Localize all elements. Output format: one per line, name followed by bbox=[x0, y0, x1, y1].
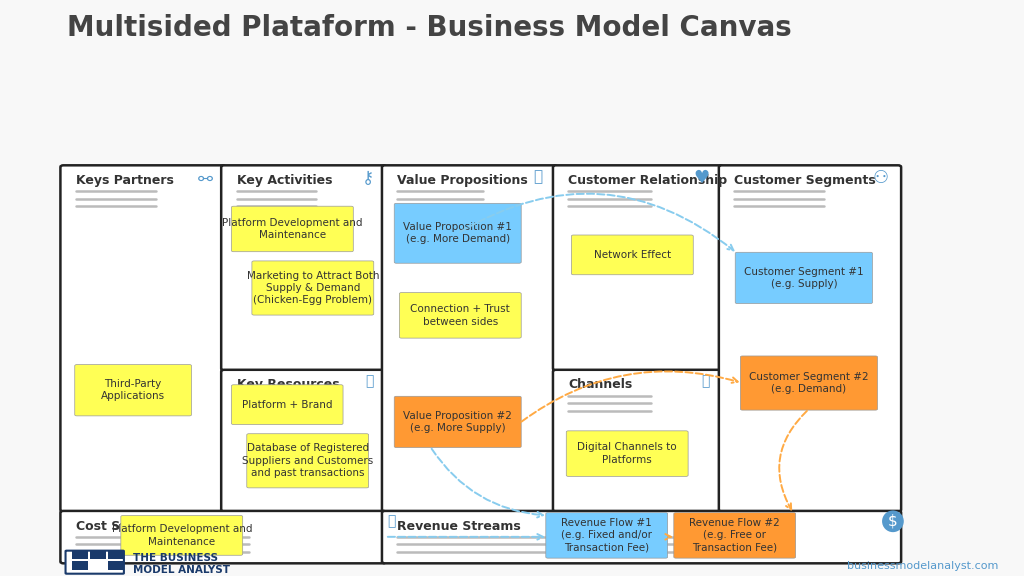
FancyBboxPatch shape bbox=[72, 551, 88, 559]
FancyBboxPatch shape bbox=[382, 165, 557, 511]
Text: businessmodelanalyst.com: businessmodelanalyst.com bbox=[847, 562, 998, 571]
FancyBboxPatch shape bbox=[735, 252, 872, 304]
Text: Third-Party
Applications: Third-Party Applications bbox=[101, 379, 165, 401]
Text: ⚷: ⚷ bbox=[361, 169, 374, 187]
Text: Customer Segment #2
(e.g. Demand): Customer Segment #2 (e.g. Demand) bbox=[750, 372, 868, 394]
Text: Customer Segments: Customer Segments bbox=[734, 174, 876, 187]
Text: Value Proposition #1
(e.g. More Demand): Value Proposition #1 (e.g. More Demand) bbox=[403, 222, 512, 244]
Text: Multisided Plataform - Business Model Canvas: Multisided Plataform - Business Model Ca… bbox=[67, 14, 792, 43]
Text: ⚯: ⚯ bbox=[198, 170, 213, 188]
FancyBboxPatch shape bbox=[546, 513, 668, 558]
FancyBboxPatch shape bbox=[90, 551, 105, 559]
Text: Platform Development and
Maintenance: Platform Development and Maintenance bbox=[222, 218, 362, 240]
Text: ⛿: ⛿ bbox=[534, 169, 543, 184]
Text: Marketing to Attract Both
Supply & Demand
(Chicken-Egg Problem): Marketing to Attract Both Supply & Deman… bbox=[247, 271, 379, 305]
FancyBboxPatch shape bbox=[553, 165, 723, 370]
Text: Platform + Brand: Platform + Brand bbox=[242, 400, 333, 410]
Text: ♥: ♥ bbox=[693, 169, 710, 187]
Text: Channels: Channels bbox=[568, 378, 633, 392]
FancyBboxPatch shape bbox=[231, 206, 353, 252]
Text: $: $ bbox=[888, 514, 898, 529]
FancyBboxPatch shape bbox=[399, 293, 521, 338]
FancyBboxPatch shape bbox=[72, 561, 88, 570]
FancyBboxPatch shape bbox=[75, 365, 191, 416]
FancyBboxPatch shape bbox=[394, 396, 521, 448]
Text: Revenue Streams: Revenue Streams bbox=[397, 520, 521, 533]
FancyBboxPatch shape bbox=[121, 516, 243, 555]
Text: Revenue Flow #1
(e.g. Fixed and/or
Transaction Fee): Revenue Flow #1 (e.g. Fixed and/or Trans… bbox=[561, 518, 652, 553]
Text: MODEL ANALYST: MODEL ANALYST bbox=[133, 565, 230, 575]
Text: ⬛: ⬛ bbox=[366, 374, 374, 388]
Text: Customer Segment #1
(e.g. Supply): Customer Segment #1 (e.g. Supply) bbox=[744, 267, 863, 289]
Text: Key Resources: Key Resources bbox=[237, 378, 339, 392]
FancyBboxPatch shape bbox=[566, 431, 688, 476]
Text: Platform Development and
Maintenance: Platform Development and Maintenance bbox=[112, 524, 252, 547]
Text: Customer Relationship: Customer Relationship bbox=[568, 174, 727, 187]
FancyBboxPatch shape bbox=[108, 561, 124, 570]
Text: Key Activities: Key Activities bbox=[237, 174, 332, 187]
FancyBboxPatch shape bbox=[674, 513, 796, 558]
FancyBboxPatch shape bbox=[553, 370, 723, 511]
Text: Value Propositions: Value Propositions bbox=[397, 174, 528, 187]
FancyBboxPatch shape bbox=[571, 235, 693, 275]
FancyBboxPatch shape bbox=[382, 511, 901, 563]
FancyBboxPatch shape bbox=[394, 203, 521, 263]
FancyBboxPatch shape bbox=[221, 165, 386, 370]
FancyBboxPatch shape bbox=[231, 385, 343, 425]
FancyBboxPatch shape bbox=[719, 165, 901, 511]
Text: Cost Structure: Cost Structure bbox=[76, 520, 177, 533]
Text: Keys Partners: Keys Partners bbox=[76, 174, 174, 187]
Text: Database of Registered
Suppliers and Customers
and past transactions: Database of Registered Suppliers and Cus… bbox=[242, 444, 374, 478]
FancyBboxPatch shape bbox=[60, 511, 386, 563]
FancyBboxPatch shape bbox=[740, 356, 878, 410]
Text: THE BUSINESS: THE BUSINESS bbox=[133, 553, 218, 563]
FancyBboxPatch shape bbox=[66, 551, 124, 574]
Text: Digital Channels to
Platforms: Digital Channels to Platforms bbox=[578, 442, 677, 465]
Text: Value Proposition #2
(e.g. More Supply): Value Proposition #2 (e.g. More Supply) bbox=[403, 411, 512, 433]
Text: Network Effect: Network Effect bbox=[594, 250, 671, 260]
FancyBboxPatch shape bbox=[221, 370, 386, 511]
FancyBboxPatch shape bbox=[247, 434, 369, 488]
Text: ⚇: ⚇ bbox=[872, 169, 889, 187]
FancyBboxPatch shape bbox=[60, 165, 225, 511]
FancyBboxPatch shape bbox=[108, 551, 124, 559]
Text: Connection + Trust
between sides: Connection + Trust between sides bbox=[411, 304, 510, 327]
Text: Revenue Flow #2
(e.g. Free or
Transaction Fee): Revenue Flow #2 (e.g. Free or Transactio… bbox=[689, 518, 780, 553]
Text: 🏷: 🏷 bbox=[387, 514, 395, 528]
FancyBboxPatch shape bbox=[252, 261, 374, 315]
Text: ⬛: ⬛ bbox=[701, 374, 710, 388]
